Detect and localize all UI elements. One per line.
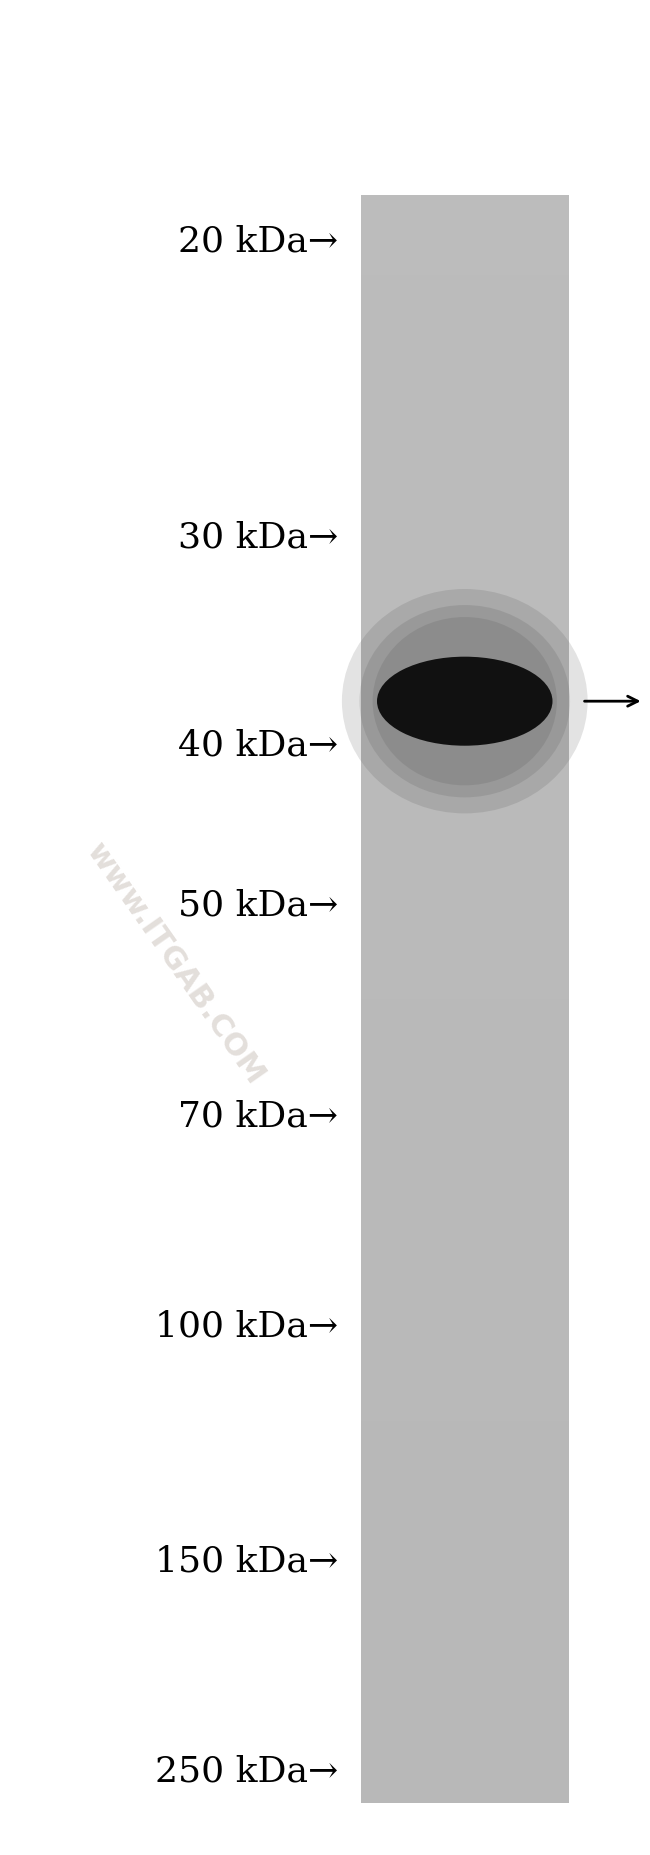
Bar xyxy=(361,1762,569,1783)
Bar xyxy=(361,477,569,497)
Bar xyxy=(361,336,569,356)
Bar xyxy=(361,315,569,336)
Bar xyxy=(361,1362,569,1380)
Bar xyxy=(361,738,569,757)
Text: www.ITGAB.COM: www.ITGAB.COM xyxy=(81,838,270,1091)
Bar xyxy=(361,1260,569,1280)
Bar xyxy=(361,1723,569,1742)
Bar xyxy=(361,1662,569,1682)
Bar xyxy=(361,1501,569,1521)
Bar xyxy=(361,818,569,838)
Bar xyxy=(361,838,569,859)
Bar xyxy=(361,436,569,456)
Bar xyxy=(361,1321,569,1341)
Bar xyxy=(361,757,569,777)
Bar xyxy=(361,1380,569,1401)
Bar xyxy=(361,1180,569,1200)
Text: 50 kDa→: 50 kDa→ xyxy=(177,889,338,922)
Bar xyxy=(361,1159,569,1180)
Bar xyxy=(361,1300,569,1321)
Bar xyxy=(361,1441,569,1462)
Bar xyxy=(361,798,569,818)
Bar xyxy=(361,1401,569,1421)
Bar xyxy=(361,777,569,798)
Bar xyxy=(361,377,569,395)
Bar xyxy=(361,497,569,516)
Text: 20 kDa→: 20 kDa→ xyxy=(178,224,338,258)
Bar xyxy=(361,1783,569,1803)
Text: 30 kDa→: 30 kDa→ xyxy=(177,521,338,555)
Bar xyxy=(361,556,569,577)
Bar xyxy=(361,1039,569,1059)
Bar xyxy=(361,416,569,436)
Bar xyxy=(361,1221,569,1241)
Bar xyxy=(361,577,569,597)
Bar xyxy=(361,677,569,697)
Bar xyxy=(361,1059,569,1080)
Bar xyxy=(361,1562,569,1582)
Bar xyxy=(361,718,569,738)
Ellipse shape xyxy=(359,605,570,798)
Bar xyxy=(361,1703,569,1723)
Bar xyxy=(361,195,569,1803)
Bar xyxy=(361,1341,569,1362)
Bar xyxy=(361,236,569,256)
Bar xyxy=(361,1642,569,1662)
Bar xyxy=(361,918,569,939)
Text: 250 kDa→: 250 kDa→ xyxy=(155,1755,338,1788)
Bar xyxy=(361,456,569,477)
Bar xyxy=(361,959,569,979)
Bar xyxy=(361,939,569,959)
Bar xyxy=(361,618,569,636)
Bar xyxy=(361,1241,569,1260)
Ellipse shape xyxy=(377,657,552,746)
Bar xyxy=(361,195,569,215)
Bar xyxy=(361,657,569,677)
Bar xyxy=(361,1542,569,1562)
Text: 150 kDa→: 150 kDa→ xyxy=(155,1545,338,1579)
Bar xyxy=(361,697,569,718)
Bar xyxy=(361,877,569,898)
Bar xyxy=(361,1421,569,1441)
Bar xyxy=(361,356,569,377)
Bar xyxy=(361,1080,569,1100)
Bar xyxy=(361,1018,569,1039)
Bar xyxy=(361,1482,569,1501)
Bar xyxy=(361,1280,569,1300)
Bar xyxy=(361,1200,569,1221)
Bar xyxy=(361,215,569,236)
Bar xyxy=(361,1603,569,1621)
Text: 100 kDa→: 100 kDa→ xyxy=(155,1310,338,1343)
Bar xyxy=(361,1682,569,1703)
Bar xyxy=(361,859,569,877)
Bar xyxy=(361,1621,569,1642)
Bar xyxy=(361,636,569,657)
Bar xyxy=(361,1120,569,1139)
Bar xyxy=(361,395,569,416)
Bar xyxy=(361,256,569,275)
Bar xyxy=(361,1100,569,1120)
Text: 70 kDa→: 70 kDa→ xyxy=(178,1100,338,1133)
Bar xyxy=(361,998,569,1018)
Bar xyxy=(361,1742,569,1762)
Bar xyxy=(361,898,569,918)
Bar xyxy=(361,516,569,536)
Bar xyxy=(361,597,569,618)
Bar xyxy=(361,1462,569,1482)
Bar xyxy=(361,1582,569,1603)
Text: 40 kDa→: 40 kDa→ xyxy=(178,729,338,762)
Ellipse shape xyxy=(342,590,588,812)
Bar xyxy=(361,275,569,295)
Ellipse shape xyxy=(372,618,557,785)
Bar xyxy=(361,536,569,556)
Bar xyxy=(361,1139,569,1159)
Bar xyxy=(361,979,569,998)
Bar xyxy=(361,295,569,315)
Bar xyxy=(361,1521,569,1542)
